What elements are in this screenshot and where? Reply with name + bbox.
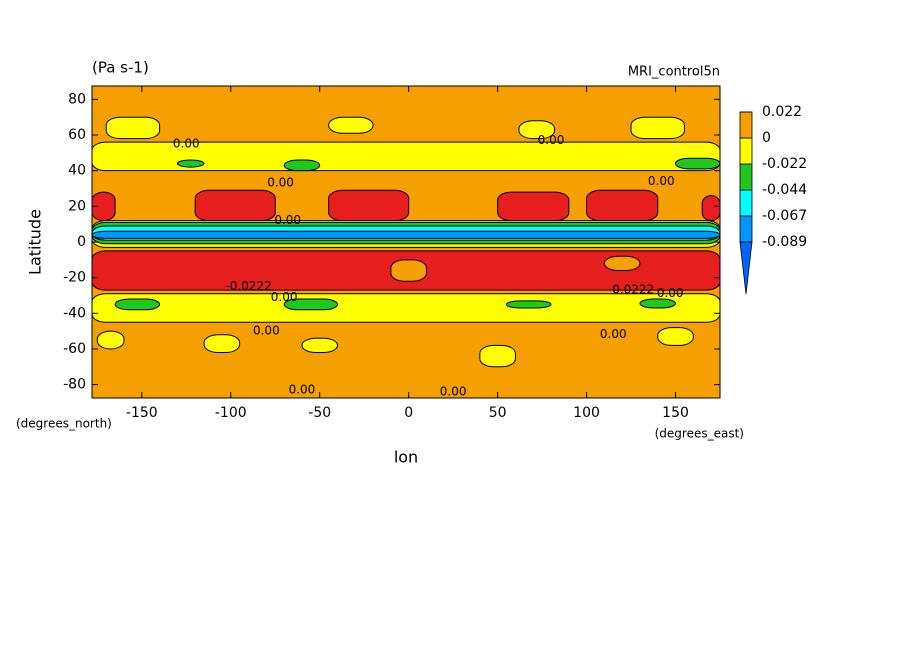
- contour-region: [92, 293, 720, 323]
- colorbar-segment: [739, 111, 753, 139]
- x-tick-label: 50: [489, 405, 507, 421]
- contour-region: [603, 255, 641, 272]
- colorbar-segment: [739, 241, 753, 295]
- colorbar-label: -0.067: [762, 208, 807, 224]
- colorbar: -0.089 -0.067 -0.044 -0.022 0 0.022: [739, 104, 807, 295]
- y-tick-label: 0: [77, 234, 86, 250]
- contour-region: [176, 159, 205, 168]
- contour-label: -0.0222: [225, 279, 271, 293]
- axes: -150 -100 -50 0 50 100 150 -80 -60 -40 -20 0 20 40 60 8…: [63, 85, 721, 421]
- contour-label: 0.00: [289, 382, 316, 396]
- colorbar-segment: [739, 137, 753, 165]
- contour-region: [630, 116, 685, 140]
- chart-subtitle: MRI_control5n: [628, 65, 720, 80]
- x-axis-label: lon: [394, 448, 418, 467]
- y-tick-label: 80: [68, 91, 86, 107]
- x-unit: (degrees_east): [655, 427, 744, 441]
- contour-label: 0.00: [271, 290, 298, 304]
- contour-region: [506, 300, 552, 309]
- chart-title: (Pa s-1): [92, 59, 149, 77]
- contour-label: 0.00: [648, 174, 675, 188]
- contour-label: 0.00: [600, 327, 627, 341]
- contour-region: [639, 298, 677, 309]
- contour-region: [701, 195, 720, 222]
- contour-region: [497, 191, 570, 222]
- contour-label: 0.00: [538, 133, 565, 147]
- x-tick-label: -100: [215, 405, 247, 421]
- contour-region: [105, 116, 161, 140]
- contour-region: [283, 159, 321, 172]
- contour-region: [283, 298, 339, 311]
- contour-region: [390, 259, 427, 282]
- x-tick-label: 0: [404, 405, 413, 421]
- y-unit: (degrees_north): [16, 417, 112, 431]
- y-tick-label: 60: [68, 127, 86, 143]
- contour-region: [328, 116, 374, 134]
- y-tick-label: 40: [68, 163, 86, 179]
- x-tick-label: -150: [126, 405, 158, 421]
- colorbar-label: -0.089: [762, 234, 807, 250]
- colorbar-label: 0.022: [762, 104, 802, 120]
- y-axis-label: Latitude: [26, 209, 45, 275]
- contour-label: 0.00: [173, 136, 200, 150]
- contour-region: [586, 189, 659, 222]
- contour-region: [675, 157, 720, 170]
- contour-region: [518, 120, 556, 140]
- contour-region: [92, 230, 720, 239]
- contour-region: [301, 337, 339, 354]
- contour-label: 0.00: [253, 324, 280, 338]
- y-tick-label: -80: [63, 377, 86, 393]
- contour-label: -0.0222: [608, 283, 654, 297]
- y-tick-label: -40: [63, 305, 86, 321]
- contour-label: 0.00: [267, 176, 294, 190]
- contour-region: [657, 327, 694, 346]
- contour-label: 0.00: [274, 213, 301, 227]
- x-tick-label: 150: [662, 405, 689, 421]
- x-tick-label: -50: [308, 405, 331, 421]
- contour-label: 0.00: [657, 286, 684, 300]
- colorbar-label: 0: [762, 130, 771, 146]
- y-tick-label: 20: [68, 198, 86, 214]
- contour-region: [114, 298, 161, 311]
- colorbar-label: -0.044: [762, 182, 807, 198]
- x-tick-label: 100: [573, 405, 600, 421]
- contour-label: 0.00: [440, 384, 467, 398]
- contour-region: [328, 189, 410, 222]
- y-tick-label: -60: [63, 341, 86, 357]
- colorbar-segment: [739, 189, 753, 217]
- colorbar-segment: [739, 163, 753, 191]
- contour-region: [96, 330, 125, 350]
- contour-region: [479, 344, 516, 368]
- contour-region: [194, 189, 276, 222]
- contour-region: [92, 141, 720, 172]
- contour-region: [203, 334, 241, 354]
- colorbar-segment: [739, 215, 753, 243]
- y-tick-label: -20: [63, 270, 86, 286]
- colorbar-label: -0.022: [762, 156, 807, 172]
